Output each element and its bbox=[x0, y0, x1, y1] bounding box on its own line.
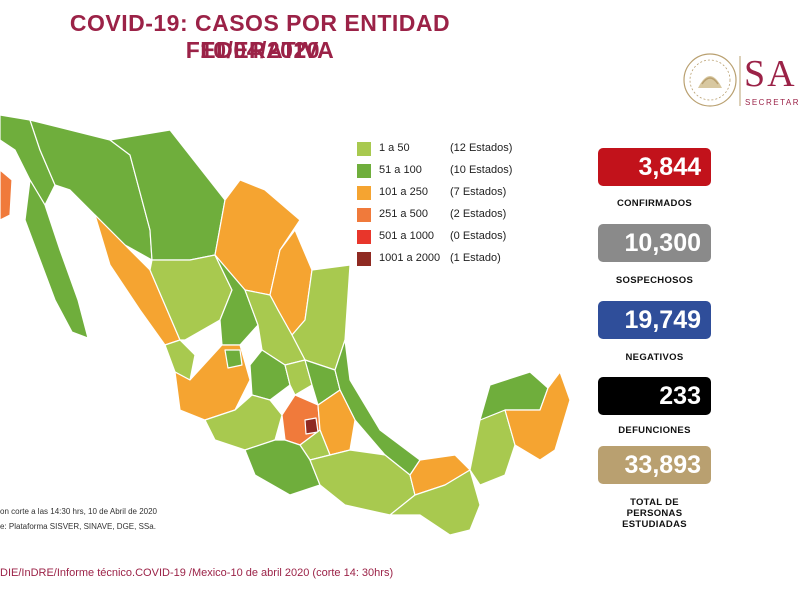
legend-count: (10 Estados) bbox=[450, 164, 513, 176]
legend-range: 101 a 250 bbox=[379, 186, 428, 198]
state-ciudad-de-mexico bbox=[304, 417, 319, 435]
deaths-value: 233 bbox=[598, 377, 711, 415]
legend-count: (12 Estados) bbox=[450, 142, 513, 154]
state-oaxaca bbox=[309, 449, 416, 516]
legend-item: 501 a 1000 (0 Estados) bbox=[357, 229, 527, 245]
mexico-map bbox=[0, 114, 571, 536]
legend-item: 1 a 50 (12 Estados) bbox=[357, 141, 527, 157]
total-studied-label-2: PERSONAS bbox=[626, 508, 683, 519]
title-line-1: COVID-19: CASOS POR ENTIDAD FEDERATIVA bbox=[69, 10, 451, 63]
legend-count: (0 Estados) bbox=[450, 230, 507, 242]
legend-range: 1 a 50 bbox=[379, 142, 410, 154]
state-baja-california-sur bbox=[24, 179, 89, 339]
suspected-label: SOSPECHOSOS bbox=[615, 275, 694, 286]
source-note: e: Plataforma SISVER, SINAVE, DGE, SSa. bbox=[0, 522, 156, 531]
state-baja-california-hotspot bbox=[0, 169, 13, 221]
total-studied-label-3: ESTUDIADAS bbox=[622, 519, 687, 530]
deaths-label: DEFUNCIONES bbox=[618, 425, 691, 436]
state-chiapas bbox=[389, 469, 481, 536]
state-quintana-roo bbox=[504, 371, 571, 461]
legend-swatch bbox=[357, 164, 371, 178]
legend-item: 1001 a 2000 (1 Estado) bbox=[357, 251, 527, 267]
total-studied-value: 33,893 bbox=[598, 446, 711, 484]
suspected-value: 10,300 bbox=[598, 224, 711, 262]
footer-citation: DIE/InDRE/Informe técnico.COVID-19 /Mexi… bbox=[0, 567, 394, 579]
state-queretaro bbox=[284, 359, 313, 396]
confirmed-label: CONFIRMADOS bbox=[616, 198, 693, 209]
state-aguascalientes bbox=[224, 349, 243, 369]
logo-subtitle: SECRETAR bbox=[745, 98, 800, 107]
legend-swatch bbox=[357, 186, 371, 200]
legend-count: (2 Estados) bbox=[450, 208, 507, 220]
legend-swatch bbox=[357, 252, 371, 266]
legend-swatch bbox=[357, 230, 371, 244]
legend-range: 251 a 500 bbox=[379, 208, 428, 220]
legend-count: (1 Estado) bbox=[450, 252, 501, 264]
legend-swatch bbox=[357, 208, 371, 222]
logo-wordmark: SA bbox=[744, 53, 797, 95]
legend-range: 1001 a 2000 bbox=[379, 252, 441, 264]
legend-item: 101 a 250 (7 Estados) bbox=[357, 185, 527, 201]
legend-range: 501 a 1000 bbox=[379, 230, 435, 242]
total-studied-label-1: TOTAL DE bbox=[630, 497, 679, 508]
state-nayarit bbox=[164, 339, 196, 381]
negative-label: NEGATIVOS bbox=[625, 352, 684, 363]
legend-swatch bbox=[357, 142, 371, 156]
cutoff-note: on corte a las 14:30 hrs, 10 de Abril de… bbox=[0, 507, 157, 516]
legend-count: (7 Estados) bbox=[450, 186, 507, 198]
negative-value: 19,749 bbox=[598, 301, 711, 339]
legend-item: 251 a 500 (2 Estados) bbox=[357, 207, 527, 223]
legend-range: 51 a 100 bbox=[379, 164, 422, 176]
confirmed-value: 3,844 bbox=[598, 148, 711, 186]
seal-emblem-icon bbox=[683, 53, 741, 107]
legend-item: 51 a 100 (10 Estados) bbox=[357, 163, 527, 179]
title-date: 10/04/2020 bbox=[199, 37, 321, 63]
